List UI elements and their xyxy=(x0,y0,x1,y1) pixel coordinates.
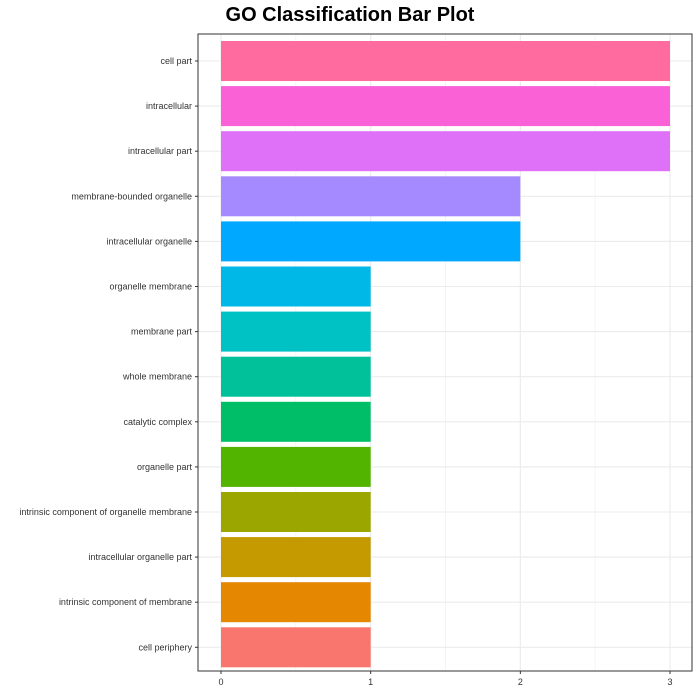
category-label: organelle membrane xyxy=(109,282,192,292)
category-label: intrinsic component of organelle membran… xyxy=(19,507,192,517)
x-tick-label: 0 xyxy=(218,677,223,687)
x-tick-label: 1 xyxy=(368,677,373,687)
bar xyxy=(221,492,371,532)
bar xyxy=(221,86,670,127)
plot-panel-frame xyxy=(197,33,693,672)
bar xyxy=(221,311,371,352)
category-label: intracellular organelle part xyxy=(88,552,192,562)
category-label: catalytic complex xyxy=(123,417,192,427)
bars xyxy=(221,41,670,668)
bar xyxy=(221,356,371,397)
bar xyxy=(221,41,670,81)
category-label: intracellular organelle xyxy=(106,236,192,246)
bar xyxy=(221,582,371,623)
bar xyxy=(221,627,371,668)
category-label: intracellular part xyxy=(128,146,193,156)
category-label: whole membrane xyxy=(122,372,192,382)
category-label: cell periphery xyxy=(138,642,192,652)
bar xyxy=(221,176,521,217)
category-label: membrane part xyxy=(131,327,193,337)
category-label: intrinsic component of membrane xyxy=(59,597,192,607)
bar xyxy=(221,446,371,487)
x-tick-label: 3 xyxy=(667,677,672,687)
bar xyxy=(221,401,371,442)
bar xyxy=(221,266,371,307)
chart-title: GO Classification Bar Plot xyxy=(225,4,475,26)
category-label: intracellular xyxy=(146,101,192,111)
category-axis: cell part intracellular intracellular part… xyxy=(19,56,198,652)
category-label: membrane-bounded organelle xyxy=(71,191,192,201)
category-label: cell part xyxy=(160,56,192,66)
bar xyxy=(221,131,670,172)
bar xyxy=(221,537,371,578)
bar xyxy=(221,221,521,262)
x-tick-label: 2 xyxy=(518,677,523,687)
category-label: organelle part xyxy=(137,462,193,472)
value-axis: 0 1 2 3 xyxy=(218,671,673,687)
